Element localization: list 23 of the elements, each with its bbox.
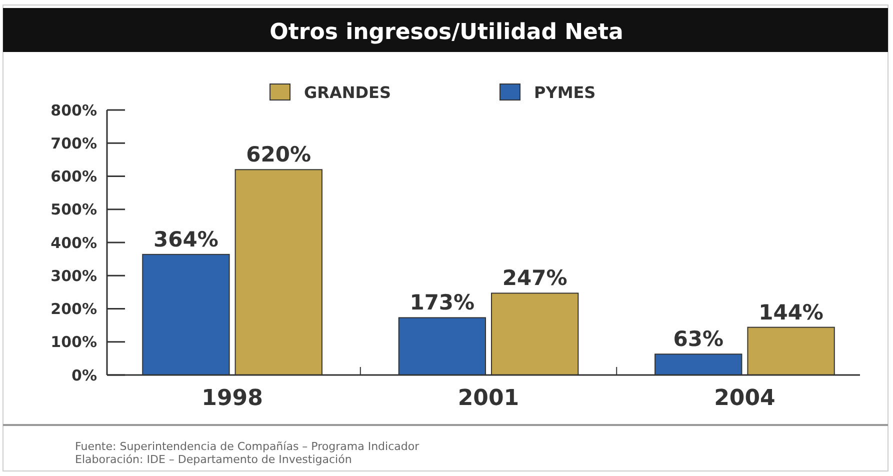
y-tick-label: 800% [50,101,97,120]
y-tick-label: 700% [50,134,97,152]
data-label: 173% [410,290,475,315]
x-tick-label: 1998 [202,386,263,411]
y-tick-label: 200% [50,300,97,318]
text: Elaboración: IDE – Departamento de Investigación [75,453,352,466]
data-label: 247% [502,266,568,290]
x-tick-label: 2001 [458,386,520,411]
data-label: 364% [154,227,218,252]
data-label: 620% [246,142,312,167]
legend-label: PYMES [534,83,596,102]
y-tick-label: 600% [50,168,97,186]
y-tick-label: 500% [50,200,97,219]
y-tick-label: 300% [50,266,97,285]
legend-label: GRANDES [304,83,391,102]
y-tick-label: 0% [72,366,97,384]
y-tick-label: 400% [50,234,97,252]
x-tick-label: 2004 [714,386,776,411]
y-tick-label: 100% [50,333,97,352]
data-label: 63% [673,327,724,352]
data-label: 144% [758,300,824,324]
source-note: Fuente: Superintendencia de Compañías – Programa Indicador [75,440,420,453]
chart-title: Otros ingresos/Utilidad Neta [270,20,624,45]
